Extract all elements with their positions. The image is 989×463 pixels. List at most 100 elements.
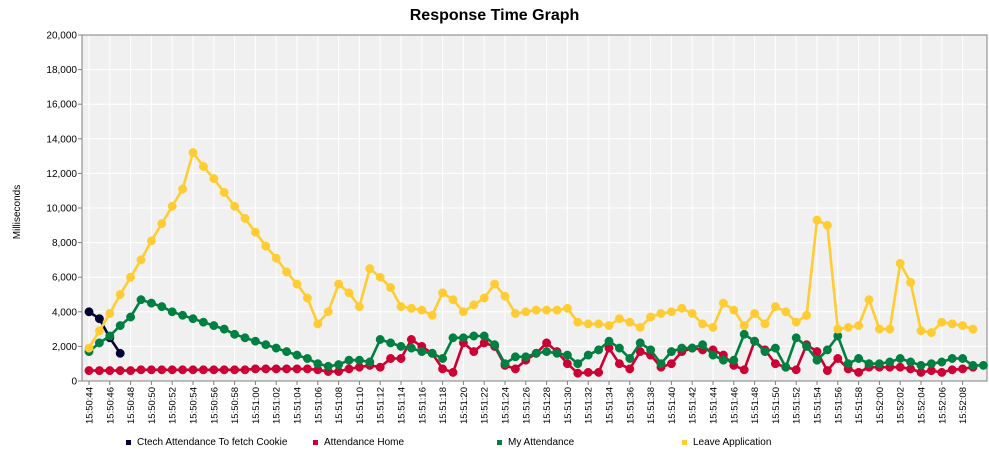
data-point xyxy=(947,365,957,375)
data-point xyxy=(895,258,905,268)
data-point xyxy=(802,310,812,320)
y-tick-label: 16,000 xyxy=(46,100,77,111)
data-point xyxy=(188,148,198,158)
data-point xyxy=(958,321,968,331)
data-point xyxy=(427,310,437,320)
data-point xyxy=(666,347,676,357)
x-tick-label: 15:51:58 xyxy=(854,387,865,424)
data-point xyxy=(968,360,978,370)
legend-swatch xyxy=(497,440,502,445)
series-my-attendance xyxy=(84,295,988,372)
data-point xyxy=(583,319,593,329)
x-tick-label: 15:51:38 xyxy=(646,387,657,424)
legend-label: Ctech Attendance To fetch Cookie xyxy=(137,437,288,448)
data-point xyxy=(926,359,936,369)
data-point xyxy=(812,215,822,225)
data-point xyxy=(115,290,125,299)
series-line xyxy=(88,310,122,355)
data-point xyxy=(791,317,801,327)
data-point xyxy=(105,331,115,341)
data-point xyxy=(292,279,302,289)
data-point xyxy=(157,219,167,229)
data-point xyxy=(302,364,312,374)
data-point xyxy=(188,365,198,375)
data-point xyxy=(365,357,375,367)
data-point xyxy=(822,220,832,230)
data-point xyxy=(126,272,136,282)
data-point xyxy=(209,174,219,184)
data-point xyxy=(469,300,479,310)
data-point xyxy=(406,343,416,353)
data-point xyxy=(916,326,926,336)
data-point xyxy=(812,355,822,365)
data-point xyxy=(594,345,604,355)
y-tick-label: 10,000 xyxy=(46,204,77,215)
data-point xyxy=(386,354,396,363)
data-point xyxy=(542,338,552,348)
data-point xyxy=(510,309,520,318)
legend-swatch xyxy=(313,440,318,445)
data-point xyxy=(178,365,188,375)
series-leave-application xyxy=(84,148,978,353)
data-point xyxy=(261,340,271,350)
data-point xyxy=(760,319,770,329)
data-point xyxy=(209,321,219,331)
data-point xyxy=(230,329,240,339)
data-point xyxy=(729,305,739,315)
data-point xyxy=(646,345,656,355)
x-tick-label: 15:51:14 xyxy=(397,387,408,424)
x-tick-label: 15:51:34 xyxy=(605,387,616,424)
data-point xyxy=(656,309,666,318)
data-point xyxy=(313,319,323,329)
data-point xyxy=(136,295,146,305)
x-tick-label: 15:50:54 xyxy=(189,387,200,424)
data-point xyxy=(375,362,385,372)
data-point xyxy=(271,343,281,353)
data-point xyxy=(510,364,520,374)
data-point xyxy=(552,348,562,358)
data-point xyxy=(479,293,489,303)
x-tick-label: 15:51:48 xyxy=(750,387,761,424)
x-tick-label: 15:51:46 xyxy=(729,387,740,424)
data-point xyxy=(240,213,250,223)
data-point xyxy=(573,359,583,369)
data-point xyxy=(250,364,260,374)
data-point xyxy=(708,350,718,360)
x-tick-label: 15:51:10 xyxy=(355,387,366,424)
x-tick-label: 15:50:56 xyxy=(209,387,220,424)
data-point xyxy=(583,350,593,360)
data-point xyxy=(396,302,406,312)
data-point xyxy=(396,341,406,351)
x-tick-label: 15:51:40 xyxy=(667,387,678,424)
data-point xyxy=(250,336,260,346)
y-tick-label: 12,000 xyxy=(46,169,77,180)
data-point xyxy=(937,317,947,327)
x-tick-label: 15:51:22 xyxy=(480,387,491,424)
data-point xyxy=(406,335,416,344)
x-tick-label: 15:50:58 xyxy=(230,387,241,424)
data-point xyxy=(302,293,312,303)
data-point xyxy=(708,322,718,332)
data-point xyxy=(198,162,208,171)
x-tick-label: 15:51:20 xyxy=(459,387,470,424)
x-tick-label: 15:51:02 xyxy=(272,387,283,424)
chart-title: Response Time Graph xyxy=(409,7,580,24)
x-tick-label: 15:51:18 xyxy=(438,387,449,424)
data-point xyxy=(167,307,177,317)
data-point xyxy=(833,354,843,363)
data-point xyxy=(365,264,375,274)
data-point xyxy=(500,291,510,301)
data-point xyxy=(323,307,333,317)
data-point xyxy=(677,303,687,313)
x-tick-label: 15:51:56 xyxy=(833,387,844,424)
x-tick-label: 15:50:48 xyxy=(126,387,137,424)
data-point xyxy=(146,365,156,375)
data-point xyxy=(230,365,240,375)
x-tick-label: 15:50:52 xyxy=(168,387,179,424)
data-point xyxy=(718,298,728,308)
data-point xyxy=(302,354,312,363)
data-point xyxy=(978,360,988,370)
data-point xyxy=(157,365,167,375)
data-point xyxy=(635,347,645,357)
data-point xyxy=(781,307,791,317)
